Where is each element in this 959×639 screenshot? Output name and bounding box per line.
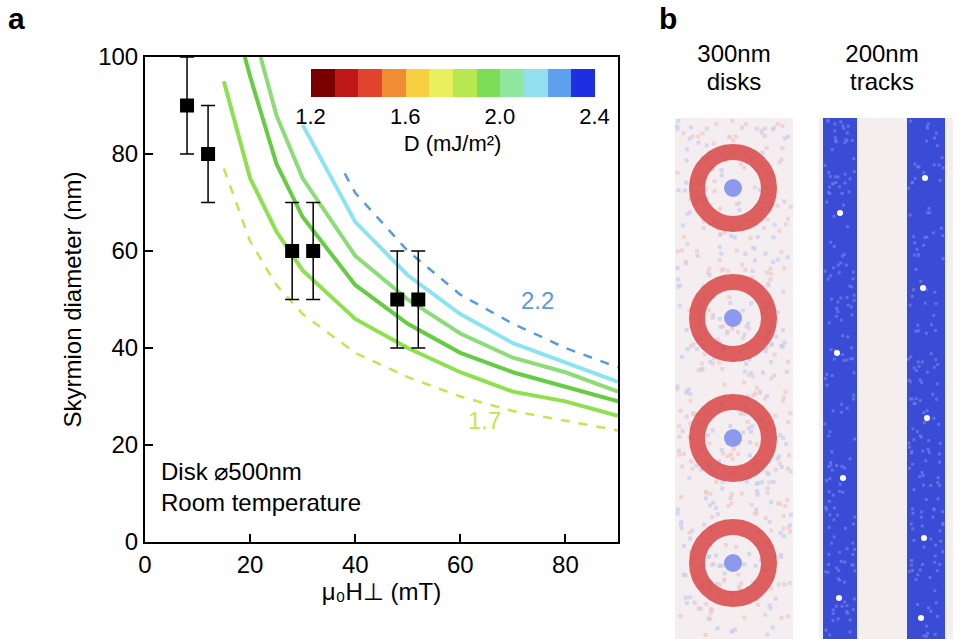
svg-text:80: 80: [111, 140, 138, 167]
svg-text:μ₀H⊥ (mT): μ₀H⊥ (mT): [322, 578, 441, 605]
html-text:a: a: [8, 2, 25, 35]
svg-text:D (mJ/m²): D (mJ/m²): [404, 131, 502, 156]
svg-text:80: 80: [552, 551, 579, 578]
svg-text:2.2: 2.2: [521, 287, 554, 314]
svg-text:Skyrmion diameter (nm): Skyrmion diameter (nm): [59, 171, 86, 427]
svg-text:20: 20: [237, 551, 264, 578]
svg-text:Disk ⌀500nmRoom temperature: Disk ⌀500nmRoom temperature: [161, 458, 361, 516]
svg-text:60: 60: [111, 237, 138, 264]
html-text:200nm tracks: 200nm tracks: [845, 40, 919, 95]
svg-text:100: 100: [98, 43, 138, 70]
html-text:300nm disks: 300nm disks: [697, 40, 771, 95]
svg-text:20: 20: [111, 431, 138, 458]
svg-text:2.4: 2.4: [579, 104, 610, 129]
svg-text:1.2: 1.2: [295, 104, 326, 129]
svg-text:0: 0: [125, 528, 138, 555]
svg-text:1.6: 1.6: [390, 104, 421, 129]
svg-text:1.7: 1.7: [468, 407, 501, 434]
html-text:b: b: [659, 2, 678, 35]
svg-text:60: 60: [447, 551, 474, 578]
svg-text:40: 40: [111, 334, 138, 361]
svg-text:40: 40: [342, 551, 369, 578]
svg-text:0: 0: [138, 551, 151, 578]
svg-text:2.0: 2.0: [485, 104, 516, 129]
